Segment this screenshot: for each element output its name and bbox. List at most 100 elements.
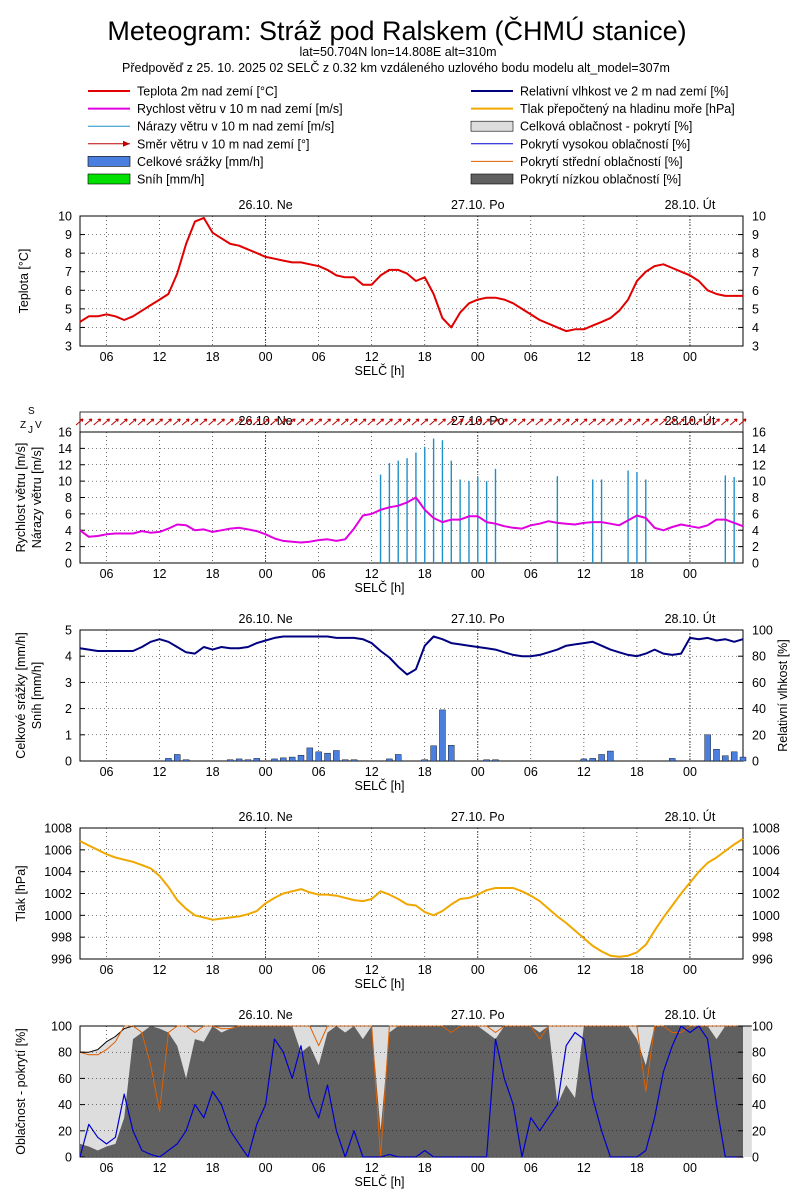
y-tick-label-right: 60	[752, 676, 766, 690]
wind-direction-arrow	[667, 418, 676, 426]
y-tick-label: 10	[58, 210, 72, 224]
precip-bar	[598, 754, 605, 762]
x-tick-label: 18	[418, 765, 432, 779]
y-tick-label-right: 2	[752, 540, 759, 554]
precip-bar	[395, 754, 402, 762]
y-tick-label: 0	[65, 557, 72, 571]
wind-direction-arrow	[261, 418, 270, 426]
x-axis-label: SELČ [h]	[354, 976, 404, 991]
legend-label: Nárazy větru v 10 m nad zemí [m/s]	[137, 120, 334, 134]
x-tick-label: 12	[577, 963, 591, 977]
x-tick-label: 06	[100, 350, 114, 364]
wind-direction-arrow	[544, 418, 553, 426]
wind-direction-arrow	[402, 418, 411, 426]
plot-area	[79, 827, 744, 960]
wind-direction-arrow	[119, 418, 128, 426]
legend-item-left-0: Teplota 2m nad zemí [°C]	[88, 85, 277, 99]
legend-label: Směr větru v 10 m nad zemí [°]	[137, 137, 309, 151]
wind-direction-arrow	[393, 418, 402, 426]
wind-direction-arrow	[243, 418, 252, 426]
wind-direction-arrow	[420, 418, 429, 426]
wind-direction-arrow	[641, 418, 650, 426]
y-tick-label-right: 5	[752, 302, 759, 316]
wind-dir-letter: V	[35, 420, 42, 431]
wind-direction-arrow	[694, 418, 703, 426]
y-tick-label: 7	[65, 265, 72, 279]
precip-bar	[244, 759, 252, 762]
precip-bar	[730, 751, 738, 762]
y-tick-label: 14	[58, 442, 72, 456]
wind-direction-arrow	[632, 418, 641, 426]
x-tick-label: 12	[153, 350, 167, 364]
precip-bar	[333, 750, 340, 762]
y-tick-label: 5	[65, 624, 72, 638]
x-tick-label: 18	[630, 1161, 644, 1175]
wind-direction-arrow	[155, 418, 164, 426]
y-tick-label-right: 40	[752, 702, 766, 716]
precip-bar	[430, 745, 437, 762]
x-tick-label: 06	[524, 567, 538, 581]
wind-direction-arrow	[570, 418, 579, 426]
x-tick-label: 00	[683, 350, 697, 364]
legend-item-left-4: Celkové srážky [mm/h]	[87, 155, 263, 169]
x-tick-label: 06	[312, 963, 326, 977]
day-label: 27.10. Po	[451, 198, 505, 212]
x-tick-label: 00	[471, 765, 485, 779]
x-tick-label: 12	[365, 765, 379, 779]
x-tick-label: 12	[577, 1161, 591, 1175]
wind-direction-arrow	[323, 418, 332, 426]
temperature-panel: 06 12 18 00 06 12 18 00 06 12 18 00 26.10. Ne 27.10. …	[17, 197, 766, 378]
x-tick-label: 06	[524, 765, 538, 779]
x-tick-label: 12	[577, 765, 591, 779]
location-subtitle: lat=50.704N lon=14.808E alt=310m	[299, 45, 496, 59]
y-tick-label: 80	[58, 1046, 72, 1060]
wind-direction-arrow	[553, 418, 561, 426]
x-tick-label: 12	[153, 765, 167, 779]
x-tick-label: 00	[259, 567, 273, 581]
legend-item-right-4: Pokrytí střední oblačností [%]	[471, 155, 683, 169]
y-tick-label: 2	[65, 702, 72, 716]
y-tick-label: 20	[58, 1124, 72, 1138]
wind-direction-arrow	[181, 418, 190, 426]
legend-item-right-1: Tlak přepočtený na hladinu moře [hPa]	[471, 102, 735, 116]
y-tick-label: 8	[65, 491, 72, 505]
precip-bar	[607, 750, 614, 762]
precip-bar	[386, 758, 393, 762]
wind-direction-arrow	[508, 418, 517, 426]
legend-item-left-1: Rychlost větru v 10 m nad zemí [m/s]	[88, 102, 343, 116]
x-tick-label: 18	[206, 567, 220, 581]
y-tick-label-right: 0	[752, 557, 759, 571]
snow-y-label: Sníh [mm/h]	[30, 662, 44, 729]
precip-bar	[421, 759, 428, 762]
wind-direction-arrow	[729, 418, 738, 426]
x-tick-label: 06	[524, 350, 538, 364]
wind-direction-arrow	[146, 418, 155, 426]
wind-direction-arrow	[172, 418, 181, 426]
y-tick-label: 4	[65, 321, 72, 335]
precip-bar	[713, 749, 720, 762]
wind-direction-arrow	[455, 418, 464, 426]
wind-direction-arrow	[588, 418, 597, 426]
wind-direction-arrow	[482, 418, 491, 426]
wind-direction-arrow	[526, 418, 535, 426]
y-tick-label: 3	[65, 676, 72, 690]
x-tick-label: 00	[683, 567, 697, 581]
wind-direction-arrow	[208, 418, 217, 426]
x-tick-label: 00	[471, 567, 485, 581]
x-tick-label: 18	[418, 567, 432, 581]
day-label: 28.10. Út	[665, 197, 716, 212]
wind-direction-arrow	[199, 418, 208, 426]
wind-direction-arrow	[270, 418, 278, 426]
precip-bar	[483, 759, 490, 762]
wind-direction-arrow	[137, 418, 146, 426]
plot-area	[79, 215, 744, 347]
x-tick-label: 12	[153, 567, 167, 581]
x-tick-label: 12	[153, 1161, 167, 1175]
day-label: 28.10. Út	[665, 611, 716, 626]
wind-direction-arrow	[84, 418, 93, 426]
y-tick-label: 100	[51, 1020, 72, 1034]
wind-direction-arrow	[376, 418, 385, 426]
